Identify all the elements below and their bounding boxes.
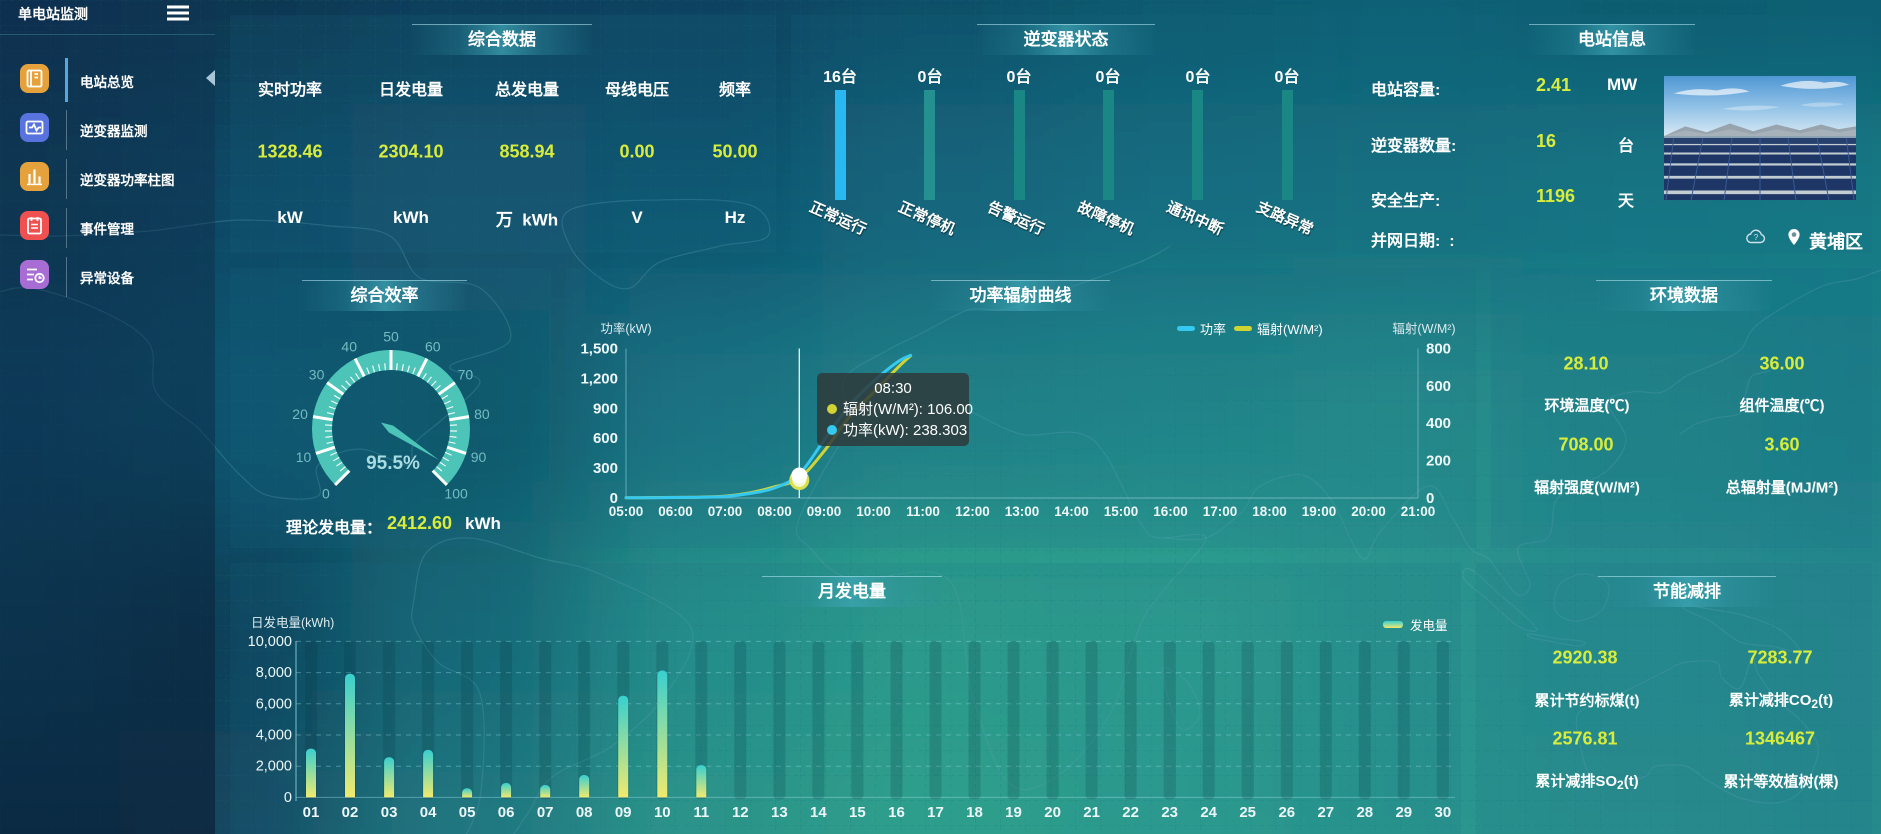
svg-text:300: 300 — [593, 460, 618, 477]
svg-text:14: 14 — [810, 804, 827, 821]
svg-text:900: 900 — [593, 400, 618, 417]
svg-text:30: 30 — [309, 366, 325, 382]
svg-text:18: 18 — [966, 804, 983, 821]
svg-text:200: 200 — [1426, 453, 1451, 470]
svg-text:13:00: 13:00 — [1005, 504, 1040, 519]
svg-text:20: 20 — [1044, 804, 1061, 821]
svg-text:40: 40 — [341, 339, 357, 355]
svg-text:05:00: 05:00 — [609, 504, 644, 519]
svg-text:日发电量(kWh): 日发电量(kWh) — [251, 615, 334, 630]
svg-text:08:30: 08:30 — [874, 380, 912, 397]
svg-text:1,200: 1,200 — [580, 370, 618, 387]
svg-text:辐射(W/M²): 辐射(W/M²) — [1392, 321, 1455, 336]
svg-text:1,500: 1,500 — [580, 341, 618, 358]
svg-text:24: 24 — [1200, 804, 1217, 821]
svg-text:辐射(W/M²): 辐射(W/M²) — [1257, 322, 1323, 337]
svg-text:8,000: 8,000 — [256, 665, 292, 681]
svg-text:100: 100 — [444, 486, 468, 502]
svg-text:10,000: 10,000 — [248, 634, 292, 650]
svg-text:11:00: 11:00 — [906, 504, 940, 519]
svg-text:21: 21 — [1083, 804, 1100, 821]
svg-text:12: 12 — [732, 804, 749, 821]
svg-text:01: 01 — [303, 804, 320, 821]
svg-text:0: 0 — [610, 490, 618, 507]
svg-text:16: 16 — [888, 804, 905, 821]
svg-text:08: 08 — [576, 804, 593, 821]
svg-text:05: 05 — [459, 804, 476, 821]
svg-text:0: 0 — [284, 790, 292, 806]
svg-text:17:00: 17:00 — [1203, 504, 1238, 519]
svg-text:15: 15 — [849, 804, 866, 821]
svg-text:07:00: 07:00 — [708, 504, 743, 519]
svg-text:0: 0 — [1426, 490, 1434, 507]
svg-text:09:00: 09:00 — [807, 504, 842, 519]
svg-text:功率: 功率 — [1200, 322, 1226, 337]
svg-text:12:00: 12:00 — [955, 504, 990, 519]
svg-text:10:00: 10:00 — [856, 504, 891, 519]
svg-text:25: 25 — [1239, 804, 1256, 821]
svg-text:09: 09 — [615, 804, 632, 821]
svg-text:功率(kW): 238.303: 功率(kW): 238.303 — [843, 422, 967, 439]
svg-text:2,000: 2,000 — [256, 759, 292, 775]
svg-text:28: 28 — [1356, 804, 1373, 821]
svg-text:600: 600 — [1426, 378, 1451, 395]
svg-text:60: 60 — [425, 339, 441, 355]
svg-text:11: 11 — [693, 804, 709, 821]
svg-text:08:00: 08:00 — [757, 504, 792, 519]
svg-text:17: 17 — [927, 804, 944, 821]
svg-text:26: 26 — [1278, 804, 1295, 821]
svg-text:03: 03 — [381, 804, 398, 821]
svg-text:06: 06 — [498, 804, 515, 821]
svg-text:18:00: 18:00 — [1252, 504, 1287, 519]
svg-text:30: 30 — [1435, 804, 1452, 821]
svg-text:27: 27 — [1317, 804, 1334, 821]
svg-text:4,000: 4,000 — [256, 728, 292, 744]
svg-text:50: 50 — [383, 329, 399, 345]
svg-text:20:00: 20:00 — [1351, 504, 1386, 519]
svg-text:6,000: 6,000 — [256, 696, 292, 712]
svg-text:23: 23 — [1161, 804, 1178, 821]
svg-text:20: 20 — [292, 406, 308, 422]
svg-text:06:00: 06:00 — [658, 504, 693, 519]
svg-text:功率(kW): 功率(kW) — [600, 321, 651, 336]
svg-text:13: 13 — [771, 804, 788, 821]
svg-text:29: 29 — [1395, 804, 1412, 821]
svg-text:10: 10 — [654, 804, 671, 821]
svg-text:发电量: 发电量 — [1410, 618, 1448, 633]
svg-text:?: ? — [1754, 233, 1759, 242]
svg-text:80: 80 — [474, 406, 490, 422]
svg-text:400: 400 — [1426, 415, 1451, 432]
svg-text:14:00: 14:00 — [1054, 504, 1089, 519]
svg-text:10: 10 — [296, 449, 312, 465]
svg-text:600: 600 — [593, 430, 618, 447]
svg-text:15:00: 15:00 — [1104, 504, 1139, 519]
svg-text:04: 04 — [420, 804, 437, 821]
svg-text:21:00: 21:00 — [1401, 504, 1436, 519]
svg-text:22: 22 — [1122, 804, 1139, 821]
svg-text:02: 02 — [342, 804, 359, 821]
svg-text:07: 07 — [537, 804, 554, 821]
svg-text:16:00: 16:00 — [1153, 504, 1188, 519]
svg-text:19: 19 — [1005, 804, 1022, 821]
svg-text:70: 70 — [458, 366, 474, 382]
svg-text:19:00: 19:00 — [1302, 504, 1337, 519]
svg-text:辐射(W/M²): 106.00: 辐射(W/M²): 106.00 — [843, 401, 973, 418]
svg-text:800: 800 — [1426, 341, 1451, 358]
svg-text:90: 90 — [471, 449, 487, 465]
svg-text:0: 0 — [322, 486, 330, 502]
